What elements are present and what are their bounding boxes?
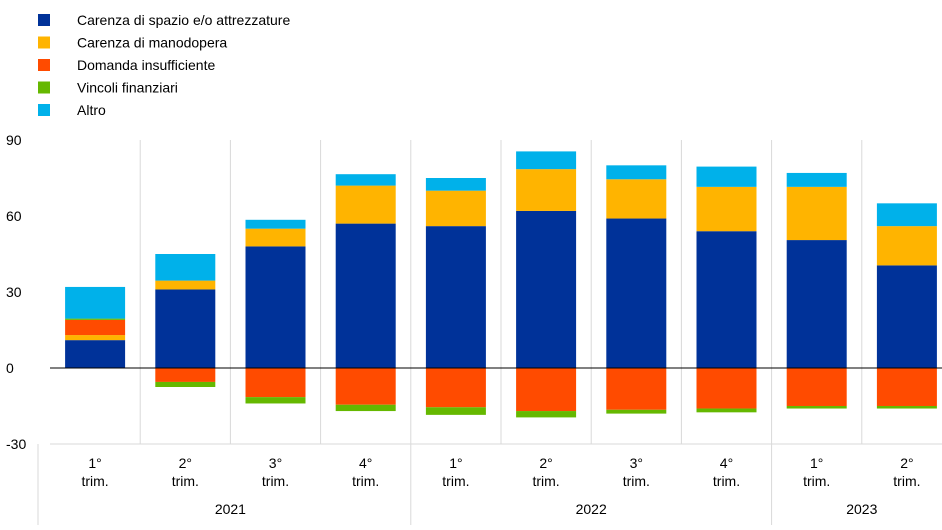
bar-segment [606, 218, 667, 368]
bar-segment [335, 185, 396, 224]
bar-segment [335, 223, 396, 368]
bar-segment [335, 404, 396, 412]
bar-segment [65, 286, 126, 319]
x-tick-trim: trim. [262, 473, 289, 489]
y-tick-label: -30 [6, 436, 26, 452]
legend-label: Carenza di manodopera [77, 35, 227, 51]
legend-swatch [38, 81, 50, 94]
x-axis: 1° trim. 2° trim. 3° trim. 4° trim. 1° trim. 2° tri… [37, 443, 942, 525]
bar-segment [425, 407, 486, 415]
bar-segment [65, 318, 126, 320]
bar-segment [606, 409, 667, 414]
x-tick-quarter: 1° [88, 455, 101, 471]
x-tick-trim: trim. [803, 473, 830, 489]
x-tick-quarter: 4° [720, 455, 733, 471]
legend-swatch [38, 36, 50, 49]
bar-segment [245, 219, 306, 229]
bar-segment [335, 174, 396, 186]
x-tick-trim: trim. [352, 473, 379, 489]
bar-segment [606, 368, 667, 410]
bar-segment [155, 280, 216, 290]
bar-segment [335, 368, 396, 405]
bar-segment [155, 254, 216, 281]
bar-segment [516, 169, 577, 211]
x-tick-quarter: 1° [449, 455, 462, 471]
x-tick-quarter: 4° [359, 455, 372, 471]
bar-segment [65, 340, 126, 368]
x-tick-trim: trim. [893, 473, 920, 489]
bar-segment [516, 151, 577, 170]
bar-segment [696, 408, 757, 413]
year-label: 2023 [846, 501, 877, 517]
year-label: 2021 [215, 501, 246, 517]
bar-segment [516, 210, 577, 368]
bar-segment [155, 381, 216, 387]
bars [65, 151, 937, 418]
bar-segment [786, 172, 847, 187]
legend: Carenza di spazio e/o attrezzature Carenz… [38, 12, 290, 118]
legend-label: Carenza di spazio e/o attrezzature [77, 12, 290, 28]
x-tick-trim: trim. [81, 473, 108, 489]
bar-segment [606, 165, 667, 180]
x-tick-trim: trim. [442, 473, 469, 489]
bar-segment [786, 406, 847, 409]
bar-segment [425, 226, 486, 368]
legend-swatch [38, 14, 50, 26]
bar-segment [245, 397, 306, 404]
bar-segment [696, 166, 757, 187]
bar-segment [155, 368, 216, 382]
bar-segment [155, 289, 216, 368]
legend-swatch [38, 104, 50, 116]
y-axis: 90 60 30 0 -30 [6, 132, 26, 452]
x-tick-quarter: 3° [269, 455, 282, 471]
y-tick-label: 30 [6, 284, 22, 300]
bar-segment [425, 190, 486, 227]
x-tick-trim: trim. [623, 473, 650, 489]
bar-segment [245, 228, 306, 247]
year-label: 2022 [576, 501, 607, 517]
bar-segment [516, 368, 577, 412]
y-tick-label: 90 [6, 132, 22, 148]
legend-label: Domanda insufficiente [77, 57, 215, 73]
bar-segment [876, 203, 937, 227]
bar-segment [876, 265, 937, 368]
x-tick-quarter: 2° [539, 455, 552, 471]
y-tick-label: 60 [6, 208, 22, 224]
bar-segment [696, 368, 757, 409]
x-tick-trim: trim. [713, 473, 740, 489]
bar-segment [606, 179, 667, 219]
x-tick-quarter: 3° [630, 455, 643, 471]
bar-segment [876, 226, 937, 266]
bar-segment [696, 186, 757, 232]
bar-segment [245, 246, 306, 368]
x-tick-quarter: 1° [810, 455, 823, 471]
x-tick-trim: trim. [532, 473, 559, 489]
legend-swatch [38, 59, 50, 71]
y-tick-label: 0 [6, 360, 14, 376]
bar-segment [245, 368, 306, 398]
bar-segment [65, 335, 126, 341]
bar-segment [65, 319, 126, 336]
bar-segment [786, 240, 847, 368]
bar-segment [786, 368, 847, 406]
x-tick-trim: trim. [172, 473, 199, 489]
legend-label: Vincoli finanziari [77, 80, 178, 96]
x-tick-quarter: 2° [179, 455, 192, 471]
grid-lines [139, 140, 863, 444]
bar-segment [516, 411, 577, 418]
bar-segment [425, 368, 486, 408]
bar-segment [696, 231, 757, 368]
bar-segment [876, 406, 937, 409]
bar-segment [876, 368, 937, 406]
legend-label: Altro [77, 102, 106, 118]
bar-segment [786, 186, 847, 241]
bar-segment [425, 178, 486, 191]
x-tick-quarter: 2° [900, 455, 913, 471]
